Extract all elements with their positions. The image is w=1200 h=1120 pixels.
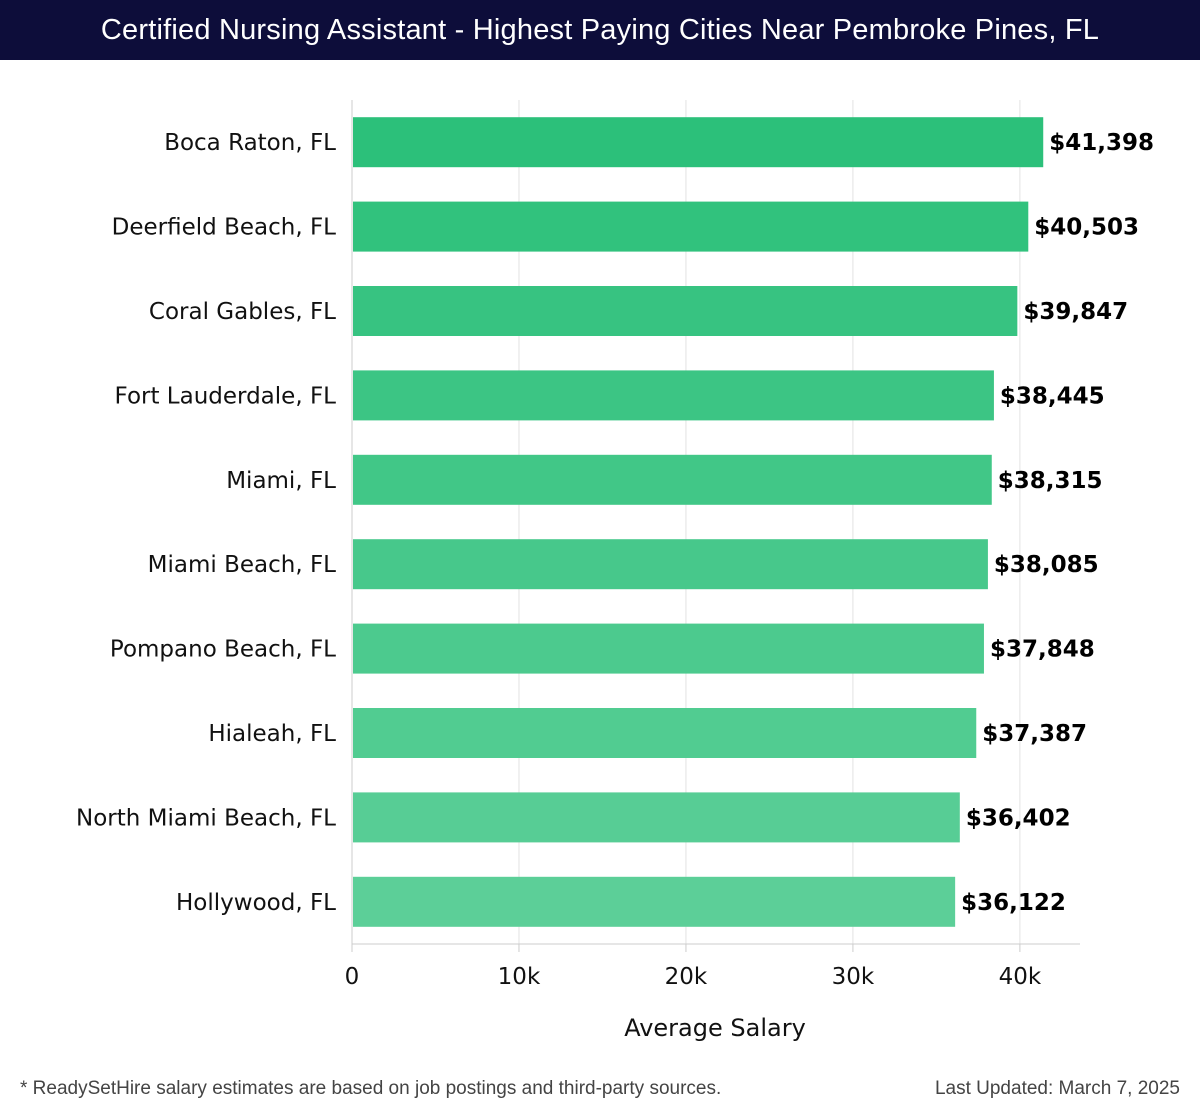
value-label: $41,398 [1049, 130, 1154, 156]
bar [353, 117, 1044, 168]
x-tick-label: 30k [832, 964, 875, 990]
bar-chart: 0 10k 20k 30k 40k Boca Raton, FL $41,398 Deerfi… [76, 100, 1154, 1042]
bar [353, 539, 988, 590]
category-label: North Miami Beach, FL [76, 805, 336, 831]
value-label: $37,848 [990, 637, 1095, 663]
axes: 0 10k 20k 30k 40k Boca Raton, FL $41,398 Deerfi… [76, 100, 1154, 990]
bar [353, 876, 956, 927]
value-label: $38,315 [998, 468, 1103, 494]
bar [353, 454, 992, 505]
x-axis-title: Average Salary [624, 1014, 806, 1042]
last-updated: Last Updated: March 7, 2025 [934, 1078, 1180, 1099]
category-label: Hollywood, FL [176, 890, 336, 916]
value-label: $36,122 [961, 890, 1066, 916]
bar [353, 792, 960, 843]
value-label: $38,445 [1000, 383, 1105, 409]
category-label: Boca Raton, FL [164, 130, 336, 156]
footer-note: * ReadySetHire salary estimates are base… [20, 1078, 722, 1099]
bar [353, 370, 994, 421]
bar [353, 201, 1029, 252]
value-label: $37,387 [982, 721, 1087, 747]
bar [353, 708, 977, 758]
category-label: Coral Gables, FL [149, 299, 336, 325]
category-label: Miami, FL [226, 468, 336, 494]
value-label: $36,402 [966, 805, 1071, 831]
category-label: Fort Lauderdale, FL [115, 383, 337, 409]
x-tick-label: 40k [999, 964, 1042, 990]
bars [353, 117, 1044, 927]
bar [353, 286, 1018, 336]
chart-title: Certified Nursing Assistant - Highest Pa… [0, 0, 1200, 60]
category-label: Deerfield Beach, FL [112, 215, 337, 241]
category-label: Pompano Beach, FL [110, 637, 336, 663]
x-tick-label: 0 [345, 964, 360, 990]
bar [353, 623, 984, 674]
category-label: Hialeah, FL [208, 721, 336, 747]
category-label: Miami Beach, FL [148, 552, 337, 578]
x-tick-label: 20k [665, 964, 708, 990]
value-label: $38,085 [994, 552, 1099, 578]
value-label: $40,503 [1034, 215, 1139, 241]
value-label: $39,847 [1023, 299, 1128, 325]
x-tick-label: 10k [498, 964, 541, 990]
